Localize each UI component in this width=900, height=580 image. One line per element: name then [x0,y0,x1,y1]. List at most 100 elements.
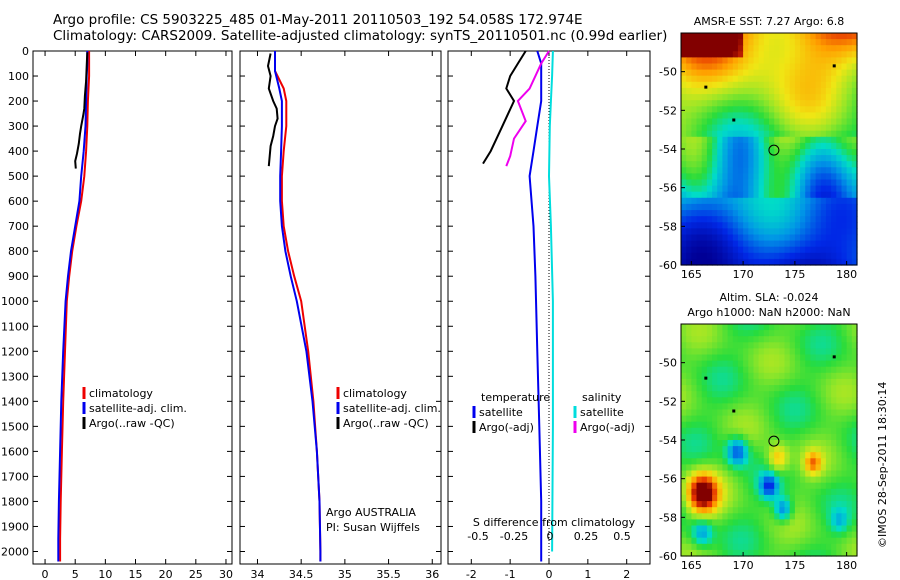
map-cell [805,464,811,472]
map-cell [712,519,718,527]
map-cell [691,336,698,343]
map-cell [681,470,687,478]
map-cell [727,191,734,199]
map-cell [820,421,827,429]
map-cell [753,252,760,260]
map-cell [851,476,858,484]
map-cell [732,372,739,380]
map-cell [701,161,708,168]
map-cell [794,513,801,520]
map-cell [820,173,827,181]
map-cell [820,482,827,490]
map-cell [815,324,822,331]
map-cell [784,354,791,362]
map-cell [737,94,744,101]
stick-label: 0.5 [613,530,631,543]
map-cell [805,403,811,411]
map-cell [686,100,692,107]
map-cell [727,513,734,520]
map-cell [815,112,822,120]
map-cell [763,549,770,557]
map-cell [846,51,853,58]
map-cell [836,342,843,349]
map-cell [794,191,801,199]
map-cell [691,94,698,101]
map-cell [836,69,843,77]
map-cell [717,173,723,181]
map-cell [836,222,843,229]
map-cell [815,537,822,545]
map-cell [686,391,692,398]
map-cell [681,100,687,107]
map-cell [769,106,775,113]
map-cell [727,234,734,242]
map-cell [753,87,760,95]
map-cell [706,112,713,120]
map-cell [681,543,687,551]
map-cell [789,69,796,77]
map-cell [831,409,837,417]
map-cell [753,324,760,331]
map-cell [763,75,770,83]
legend-label-salinity: Argo(-adj) [580,421,635,434]
map-cell [815,378,822,386]
map-cell [831,543,837,551]
map-cell [779,525,786,533]
map-cell [789,336,796,343]
map-cell [722,354,729,362]
map-cell [686,173,692,181]
map-cell [789,385,796,392]
map-cell [820,142,827,150]
map-cell [769,112,775,120]
map-cell [706,87,713,95]
map-cell [825,324,832,331]
map-cell [701,149,708,156]
map-cell [800,57,806,65]
map-cell [805,397,811,404]
map-cell [727,246,734,254]
map-cell [686,543,692,551]
map-cell [691,372,698,380]
map-cell [737,45,744,52]
map-cell [779,75,786,83]
map-cell [789,179,796,187]
map-cell [779,488,786,496]
map-cell [691,234,698,242]
map-cell [748,385,755,392]
map-cell [758,531,765,539]
map-cell [753,519,760,527]
map-cell [691,409,698,417]
map-cell [727,197,734,205]
map-cell [789,427,796,435]
map-cell [841,106,848,113]
map-cell [836,440,843,447]
map-cell [701,167,708,174]
map-cell [753,179,760,187]
map-cell [712,203,718,211]
map-cell [784,252,791,260]
map-cell [696,33,703,40]
map-cell [805,167,811,174]
map-cell [696,81,703,89]
map-cell [794,537,801,545]
map-cell [691,543,698,551]
map-cell [841,130,848,138]
map-cell [686,191,692,199]
map-cell [810,336,817,343]
map-cell [841,366,848,374]
map-cell [810,507,817,514]
argo-position-marker [768,144,780,156]
map-cell [851,440,858,447]
map-cell [686,228,692,236]
map-cell [758,149,765,156]
map-cell [815,372,822,380]
map-cell [758,179,765,187]
map-cell [722,488,729,496]
map-cell [831,216,837,223]
map-cell [805,421,811,429]
map-cell [815,94,822,101]
map-cell [810,372,817,380]
map-cell [727,106,734,113]
map-cell [737,488,744,496]
map-cell [732,427,739,435]
